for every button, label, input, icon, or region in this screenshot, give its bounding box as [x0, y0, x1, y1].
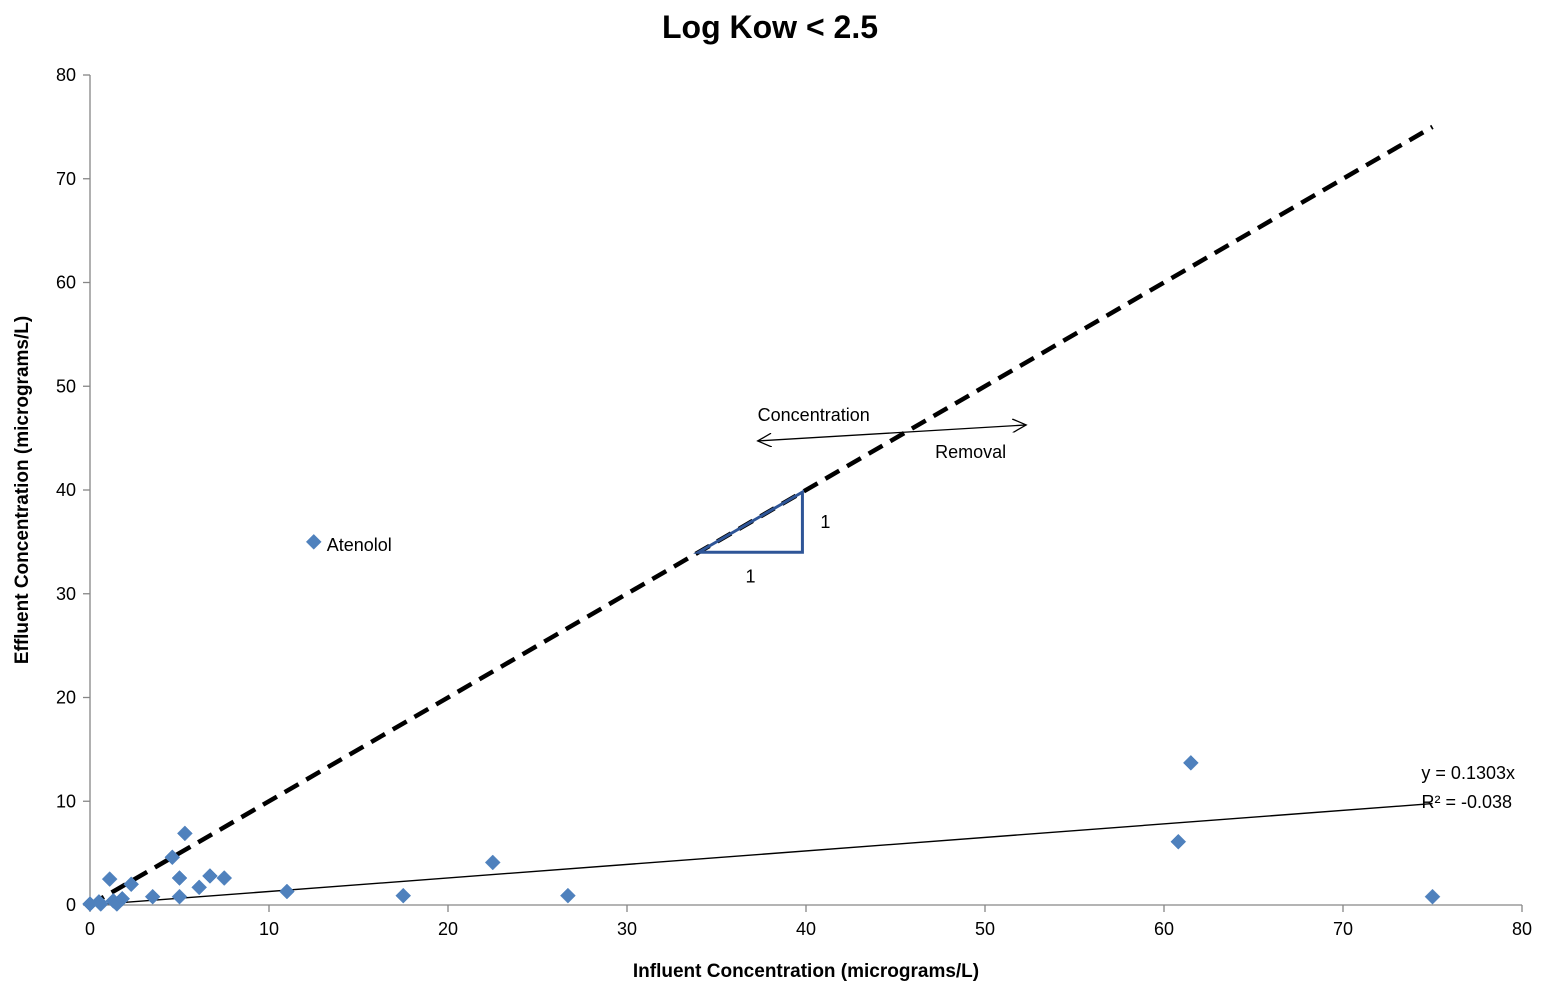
trendline-equation: y = 0.1303x — [1421, 763, 1515, 783]
y-tick-label: 30 — [56, 584, 76, 604]
data-point — [279, 883, 295, 900]
data-point — [177, 825, 193, 842]
x-tick-label: 60 — [1154, 919, 1174, 939]
data-point — [164, 849, 181, 866]
x-tick-label: 80 — [1512, 919, 1532, 939]
data-point — [305, 534, 322, 550]
y-tick-label: 0 — [66, 895, 76, 915]
x-tick-label: 20 — [438, 919, 458, 939]
data-point — [395, 887, 412, 904]
y-tick-label: 10 — [56, 791, 76, 811]
x-tick-label: 50 — [975, 919, 995, 939]
y-axis-title: Effluent Concentration (micrograms/L) — [12, 316, 33, 664]
x-tick-label: 70 — [1333, 919, 1353, 939]
y-tick-label: 20 — [56, 688, 76, 708]
arrow-label-concentration: Concentration — [758, 405, 870, 425]
chart-title: Log Kow < 2.5 — [662, 9, 878, 45]
data-point — [191, 879, 208, 896]
data-point — [92, 896, 109, 912]
slope-run-label: 1 — [746, 566, 756, 586]
data-point — [202, 868, 218, 884]
trendline — [89, 802, 1433, 906]
y-tick-label: 80 — [56, 65, 76, 85]
y-tick-label: 60 — [56, 273, 76, 293]
data-point — [1182, 755, 1199, 771]
data-point — [171, 870, 188, 886]
x-tick-label: 0 — [85, 919, 95, 939]
axes: 0 10 20 30 40 50 60 70 80 0 10 20 30 40 50 60 70 80 — [56, 65, 1532, 939]
y-tick-label: 40 — [56, 480, 76, 500]
trendline-r2: R² = -0.038 — [1421, 792, 1512, 812]
slope-rise-label: 1 — [820, 512, 830, 532]
data-point — [171, 888, 188, 905]
data-point — [101, 871, 118, 887]
annotations: Atenolol y = 0.1303x R² = -0.038 1 1 Concentr… — [327, 405, 1515, 812]
data-point — [560, 887, 576, 904]
y-tick-label: 50 — [56, 376, 76, 396]
point-label-atenolol: Atenolol — [327, 535, 392, 555]
data-point — [1424, 888, 1441, 905]
data-point — [484, 854, 501, 871]
slope-triangle — [693, 489, 804, 554]
x-tick-label: 10 — [259, 919, 279, 939]
x-axis-title: Influent Concentration (micrograms/L) — [633, 961, 979, 982]
data-points — [82, 534, 1441, 912]
data-point — [216, 870, 233, 886]
data-point — [123, 876, 140, 893]
data-point — [1170, 833, 1187, 850]
double-arrow — [758, 425, 1027, 441]
x-tick-label: 40 — [796, 919, 816, 939]
arrow-label-removal: Removal — [935, 442, 1006, 462]
x-tick-label: 30 — [617, 919, 637, 939]
data-point — [114, 890, 131, 907]
y-tick-label: 70 — [56, 169, 76, 189]
data-point — [144, 888, 161, 905]
